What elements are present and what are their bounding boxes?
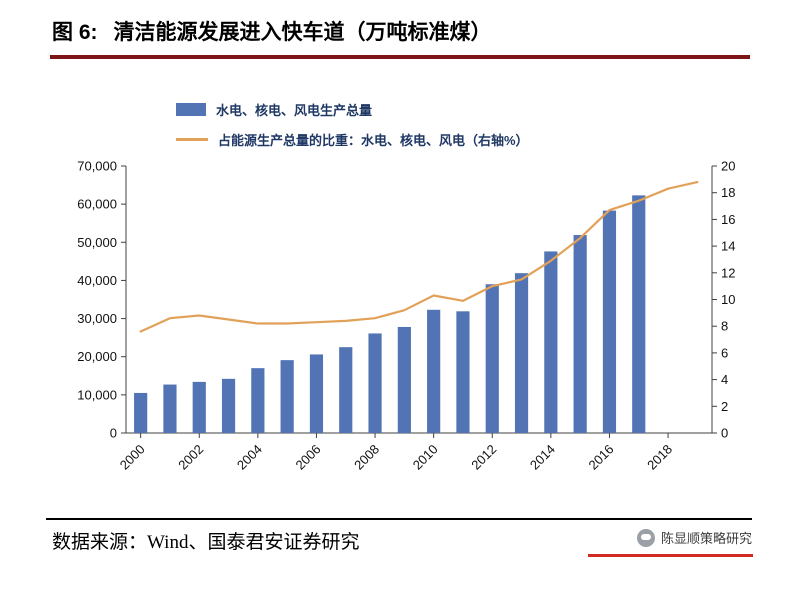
production-bar	[573, 235, 587, 433]
line-series-swatch	[176, 137, 208, 141]
production-bar	[514, 273, 529, 433]
combo-chart-canvas: 0 10,000 20,000 30,000 40,000 50,000 60,000 70,…	[77, 159, 735, 473]
right-axis-tick-label: 8	[721, 319, 728, 334]
chart-legend: 水电、核电、风电生产总量 占能源生产总量的比重：水电、核电、风电（右轴%）	[176, 94, 529, 154]
x-axis-tick-label: 2012	[468, 442, 499, 473]
right-axis-tick-label: 2	[721, 399, 728, 414]
production-bar	[485, 284, 499, 433]
legend-item-line: 占能源生产总量的比重：水电、核电、风电（右轴%）	[176, 124, 529, 154]
figure-header: 图 6: 清洁能源发展进入快车道（万吨标准煤）	[52, 16, 492, 46]
right-axis-tick-label: 10	[721, 292, 735, 307]
x-axis-tick-label: 2014	[527, 442, 558, 473]
left-axis-tick-label: 40,000	[77, 273, 117, 288]
left-axis-tick-label: 60,000	[77, 197, 117, 212]
data-source-text: 数据来源：Wind、国泰君安证券研究	[52, 532, 360, 553]
x-axis-tick-label: 2002	[175, 442, 206, 473]
left-axis-tick-label: 10,000	[77, 387, 117, 402]
production-bar	[192, 381, 206, 433]
right-axis-tick-label: 16	[721, 212, 735, 227]
line-series-label: 占能源生产总量的比重：水电、核电、风电（右轴%）	[218, 132, 529, 148]
watermark-underline-rule	[588, 554, 753, 557]
title-underline-rule	[50, 55, 750, 59]
x-axis-tick-label: 2010	[410, 442, 441, 473]
production-bar	[456, 311, 470, 433]
footer-divider-rule	[46, 518, 752, 520]
watermark-badge: 陈显顺策略研究	[636, 528, 752, 547]
production-bar	[632, 195, 646, 433]
legend-item-bars: 水电、核电、风电生产总量	[176, 94, 529, 124]
production-bar	[134, 392, 148, 433]
right-axis-tick-label: 12	[721, 265, 735, 280]
right-axis-tick-label: 4	[721, 372, 728, 387]
production-bar	[251, 368, 265, 433]
watermark-text: 陈显顺策略研究	[660, 531, 752, 546]
x-axis-tick-label: 2016	[586, 442, 617, 473]
left-axis-tick-label: 20,000	[77, 349, 117, 364]
production-bar	[544, 251, 558, 433]
ratio-line	[139, 180, 699, 333]
production-bar	[339, 347, 353, 433]
right-axis-tick-label: 20	[721, 159, 735, 174]
right-axis-tick-label: 6	[721, 345, 728, 360]
production-bar	[427, 309, 441, 433]
x-axis-tick-label: 2004	[234, 442, 265, 473]
production-bar	[368, 333, 382, 433]
left-axis-tick-label: 30,000	[77, 311, 117, 326]
figure-title: 清洁能源发展进入快车道（万吨标准煤）	[113, 21, 492, 44]
x-axis-tick-label: 2000	[117, 442, 148, 473]
bar-series-label: 水电、核电、风电生产总量	[216, 102, 373, 118]
production-bar	[280, 360, 294, 433]
right-axis-tick-label: 18	[721, 185, 735, 200]
right-axis-tick-label: 0	[721, 426, 728, 441]
right-axis-tick-label: 14	[721, 239, 735, 254]
left-axis-tick-label: 50,000	[77, 235, 117, 250]
x-axis-tick-label: 2008	[351, 442, 382, 473]
bar-series-swatch	[176, 102, 206, 116]
production-bar	[397, 326, 411, 433]
wechat-account-logo-icon	[636, 528, 655, 547]
production-bar	[309, 354, 324, 433]
production-bar	[163, 384, 177, 433]
x-axis-tick-label: 2018	[644, 442, 675, 473]
figure-number-label: 图 6:	[52, 21, 98, 44]
left-axis-tick-label: 0	[110, 426, 117, 441]
production-bar	[221, 378, 236, 433]
x-axis-tick-label: 2006	[293, 442, 324, 473]
left-axis-tick-label: 70,000	[77, 159, 117, 174]
production-bar	[602, 210, 617, 433]
